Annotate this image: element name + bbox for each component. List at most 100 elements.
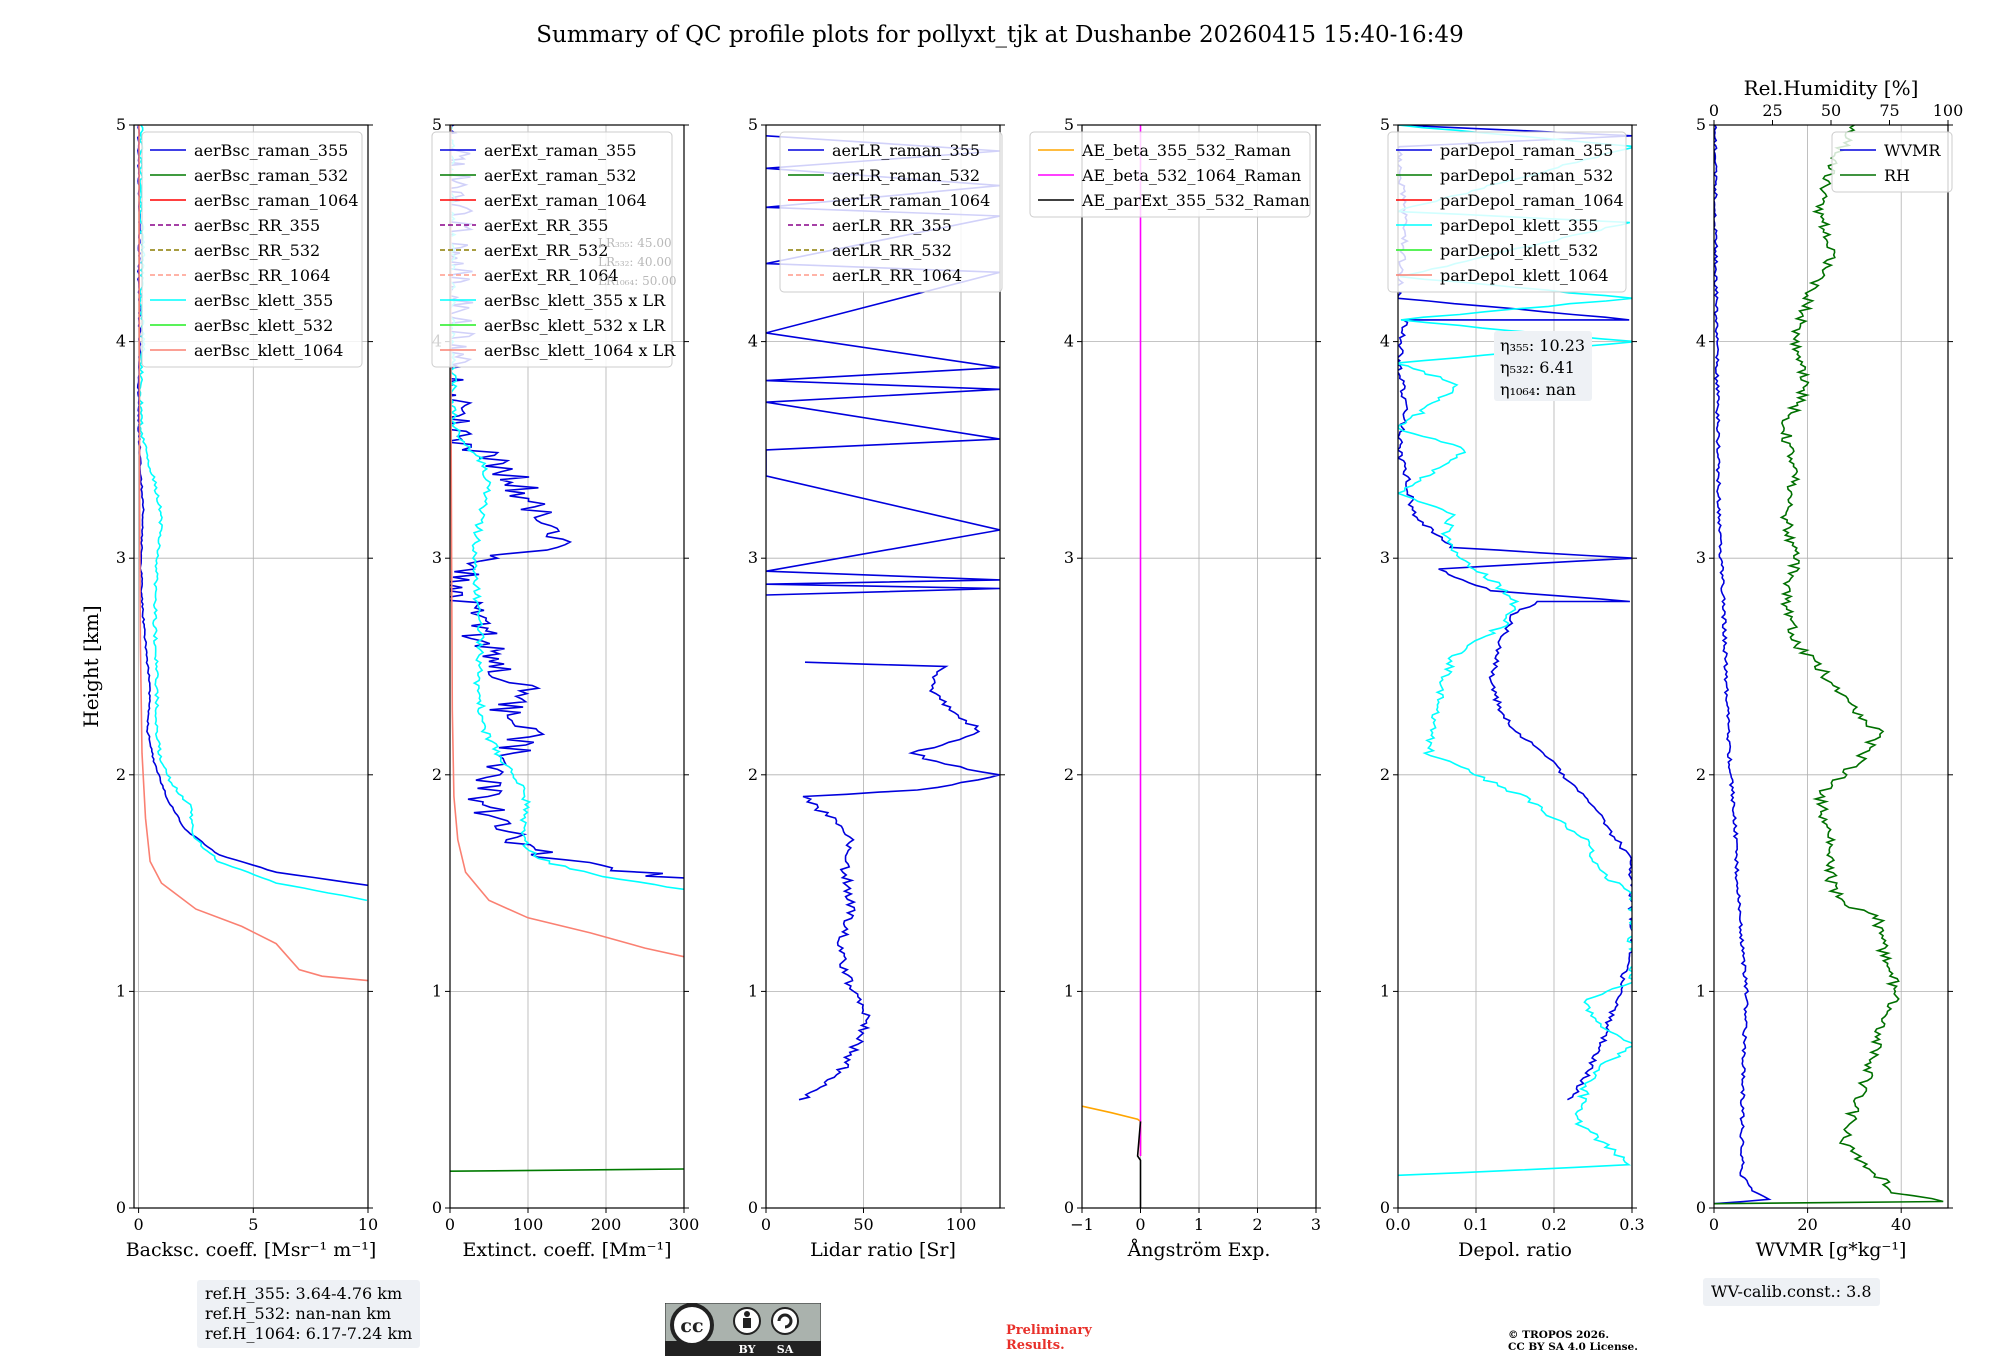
- x-tick-label: 0: [445, 1215, 455, 1234]
- y-tick-label: 0: [1696, 1198, 1706, 1217]
- chart-panel-1: 0 5 10 0 1 2 3 4 5 Backsc. coeff. [Msr⁻¹ m⁻¹] aerB…: [79, 115, 378, 1261]
- y-tick-label: 1: [432, 981, 442, 1000]
- reference-height-box: ref.H_355: 3.64-4.76 km ref.H_532: nan-n…: [197, 1280, 421, 1348]
- x-tick-label: 0: [1709, 1215, 1719, 1234]
- legend-frame: [1831, 131, 1953, 193]
- eta-annotation: η₃₅₅: 10.23: [1500, 336, 1585, 355]
- legend-entry: aerExt_raman_1064: [484, 191, 647, 210]
- x-tick-label: 0.1: [1463, 1215, 1488, 1234]
- eta-annotation: η₅₃₂: 6.41: [1500, 358, 1575, 377]
- x-tick-label: 0: [1135, 1215, 1145, 1234]
- x-tick-label: 20: [1797, 1215, 1817, 1234]
- preliminary-results-note: Preliminary Results.: [1006, 1323, 1092, 1353]
- x-axis-label: WVMR [g*kg⁻¹]: [1756, 1239, 1907, 1261]
- x-tick-label: 50: [853, 1215, 873, 1234]
- license-line: CC BY SA 4.0 License.: [1508, 1341, 1638, 1353]
- x-tick-label: 3: [1311, 1215, 1321, 1234]
- y-tick-label: 4: [116, 332, 126, 351]
- y-tick-label: 4: [1380, 332, 1390, 351]
- y-tick-label: 2: [1380, 765, 1390, 784]
- legend-entry: aerLR_raman_1064: [832, 191, 990, 210]
- legend-entry: AE_beta_355_532_Raman: [1081, 141, 1291, 160]
- y-tick-label: 1: [1380, 981, 1390, 1000]
- series-line-aerBsc_klett_355 x LR: [450, 125, 684, 891]
- legend-entry: parDepol_klett_355: [1440, 216, 1598, 235]
- y-tick-label: 0: [748, 1198, 758, 1217]
- y-tick-label: 0: [116, 1198, 126, 1217]
- series-line-parDepol_klett_355: [1398, 125, 1632, 1177]
- x-tick-label: 1: [1194, 1215, 1204, 1234]
- legend-entry: aerBsc_klett_355: [194, 291, 333, 310]
- y-tick-label: 5: [432, 115, 442, 134]
- wv-calibration-box: WV-calib.const.: 3.8: [1703, 1278, 1880, 1306]
- legend-frame: [431, 131, 673, 368]
- y-tick-label: 4: [1064, 332, 1074, 351]
- legend-entry: aerLR_RR_532: [832, 241, 952, 260]
- y-tick-label: 2: [748, 765, 758, 784]
- preliminary-line-1: Preliminary: [1006, 1323, 1092, 1338]
- eta-annotation: η₁₀₆₄: nan: [1500, 380, 1576, 399]
- y-tick-label: 3: [748, 548, 758, 567]
- x-tick-label: −1: [1070, 1215, 1094, 1234]
- top-x-tick-label: 100: [1933, 101, 1964, 120]
- plot-frame: [133, 124, 369, 1209]
- series-line-aerBsc_klett_1064: [138, 125, 368, 982]
- x-tick-label: 5: [248, 1215, 258, 1234]
- cc-by-label: BY: [739, 1343, 756, 1356]
- legend-box: aerExt_raman_355 aerExt_raman_532 aerExt_r…: [431, 131, 676, 368]
- x-tick-label: 0.3: [1619, 1215, 1644, 1234]
- plot-frame: [1713, 124, 1949, 1209]
- y-tick-label: 3: [1380, 548, 1390, 567]
- legend-box: aerBsc_raman_355 aerBsc_raman_532 aerBsc_r…: [141, 131, 363, 368]
- x-tick-label: 2: [1252, 1215, 1262, 1234]
- top-x-tick-label: 25: [1762, 101, 1782, 120]
- series-line-parDepol_raman_355: [1398, 125, 1632, 1101]
- x-tick-label: 0.2: [1541, 1215, 1566, 1234]
- x-tick-label: 40: [1891, 1215, 1911, 1234]
- top-x-tick-label: 50: [1821, 101, 1841, 120]
- y-tick-label: 2: [1064, 765, 1074, 784]
- y-tick-label: 5: [1380, 115, 1390, 134]
- y-tick-label: 0: [1380, 1198, 1390, 1217]
- legend-entry: aerExt_raman_355: [484, 141, 637, 160]
- copyright-line: © TROPOS 2026.: [1508, 1329, 1610, 1341]
- y-axis-label: Height [km]: [79, 605, 103, 727]
- x-axis-label: Extinct. coeff. [Mm⁻¹]: [462, 1239, 671, 1261]
- x-axis-label: Lidar ratio [Sr]: [810, 1239, 956, 1261]
- legend-entry: aerLR_RR_1064: [832, 266, 962, 285]
- y-tick-label: 2: [1696, 765, 1706, 784]
- share-alike-icon: [771, 1307, 799, 1335]
- y-tick-label: 2: [432, 765, 442, 784]
- lidar-ratio-annotation: LR₃₅₅: 45.00: [598, 236, 672, 250]
- series-line-RH: [1714, 125, 1944, 1205]
- x-tick-label: 0: [761, 1215, 771, 1234]
- legend-entry: AE_parExt_355_532_Raman: [1081, 191, 1310, 210]
- lidar-ratio-annotation: LR₁₀₆₄: 50.00: [598, 274, 676, 288]
- lidar-ratio-annotation: LR₅₃₂: 40.00: [598, 255, 672, 269]
- x-tick-label: 100: [513, 1215, 544, 1234]
- legend-entry: aerLR_RR_355: [832, 216, 952, 235]
- eta-box: [1494, 331, 1592, 401]
- ref-height-355: ref.H_355: 3.64-4.76 km: [205, 1284, 403, 1303]
- y-tick-label: 4: [748, 332, 758, 351]
- plot-frame: [765, 124, 1001, 1209]
- x-tick-label: 300: [669, 1215, 700, 1234]
- plot-frame: [1397, 124, 1633, 1209]
- x-axis-label: Backsc. coeff. [Msr⁻¹ m⁻¹]: [126, 1239, 377, 1261]
- legend-entry: aerBsc_klett_532 x LR: [484, 316, 666, 335]
- series-line-aerExt_raman_532: [450, 1168, 684, 1172]
- chart-panel-5: 0.0 0.1 0.2 0.3 0 1 2 3 4 5 Depol. ratio parDepol_r…: [1380, 115, 1645, 1261]
- y-tick-label: 0: [1064, 1198, 1074, 1217]
- x-tick-label: 10: [358, 1215, 378, 1234]
- chart-panel-3: 0 50 100 0 1 2 3 4 5 Lidar ratio [Sr] aerLR_raman_…: [748, 115, 1005, 1261]
- legend-entry: parDepol_raman_532: [1440, 166, 1613, 185]
- legend-entry: parDepol_raman_355: [1440, 141, 1613, 160]
- legend-entry: aerBsc_RR_532: [194, 241, 320, 260]
- legend-entry: AE_beta_532_1064_Raman: [1081, 166, 1301, 185]
- legend-box: parDepol_raman_355 parDepol_raman_532 parD…: [1387, 131, 1627, 293]
- y-tick-label: 0: [432, 1198, 442, 1217]
- legend-frame: [1387, 131, 1627, 293]
- legend-frame: [1029, 131, 1311, 218]
